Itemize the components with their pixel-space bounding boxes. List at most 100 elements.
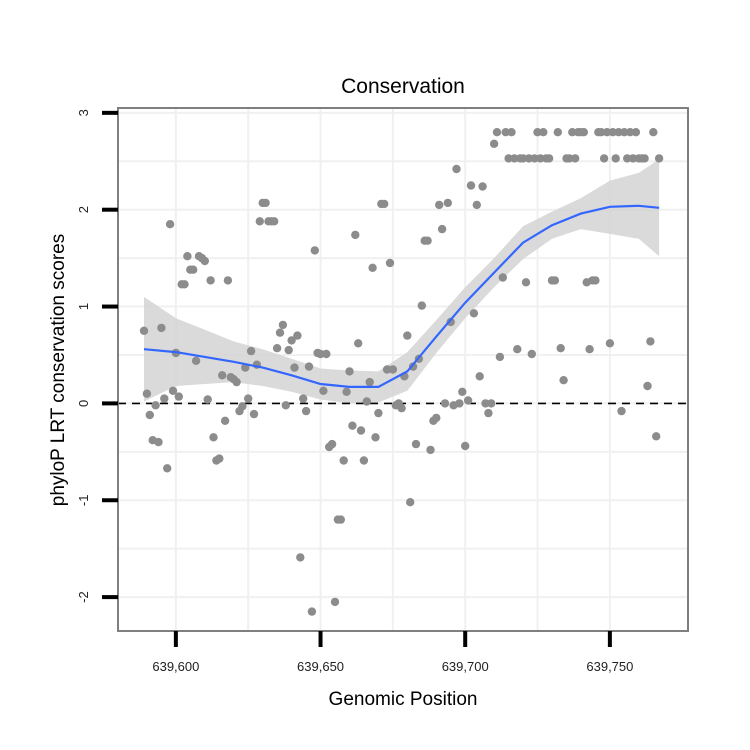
data-point [504, 154, 513, 163]
data-point [437, 224, 447, 234]
data-point [530, 154, 539, 163]
data-point [527, 349, 536, 359]
data-point [550, 276, 560, 285]
data-point [408, 362, 418, 371]
data-point [287, 336, 296, 345]
data-point [446, 317, 455, 327]
data-point [296, 553, 305, 562]
data-point [579, 128, 588, 137]
data-point [345, 367, 354, 376]
data-point [244, 394, 253, 403]
data-point [183, 252, 192, 261]
data-point [180, 280, 189, 289]
data-point [218, 371, 227, 380]
y-tick-label: 1 [76, 303, 91, 310]
data-point [652, 432, 661, 441]
data-point [475, 372, 484, 381]
data-point [255, 217, 264, 226]
data-point [160, 394, 169, 403]
data-point [336, 515, 345, 524]
confidence-band [144, 159, 660, 404]
y-tick-label: 0 [76, 400, 91, 407]
data-point [507, 128, 516, 137]
data-point [513, 345, 522, 354]
data-point [310, 246, 319, 255]
y-tick-label: 2 [76, 206, 91, 213]
data-point [380, 199, 389, 209]
data-point [623, 154, 632, 163]
data-point [301, 406, 311, 416]
y-tick-label: 3 [76, 109, 91, 116]
data-point [371, 433, 380, 442]
data-point [417, 301, 426, 310]
x-tick-label: 639,750 [586, 659, 633, 674]
data-point [432, 413, 441, 423]
data-point [238, 402, 247, 411]
data-point [443, 198, 452, 208]
data-point [458, 387, 467, 396]
data-point [206, 276, 215, 285]
data-point [356, 426, 366, 435]
data-point [411, 439, 421, 449]
data-point [249, 409, 259, 419]
data-point [553, 128, 562, 137]
data-point [339, 456, 348, 465]
data-point [501, 128, 510, 137]
data-point [510, 154, 519, 163]
data-point [611, 154, 620, 163]
data-point [452, 164, 461, 174]
data-point [455, 399, 464, 408]
data-point [602, 128, 612, 137]
data-point [406, 498, 415, 507]
data-point [139, 326, 149, 335]
panel-border [117, 107, 689, 632]
scatter-points [139, 128, 664, 616]
data-point [628, 154, 638, 163]
data-point [330, 597, 340, 607]
data-point [495, 352, 505, 362]
data-point [631, 128, 641, 137]
data-point [539, 128, 548, 137]
data-point [591, 276, 600, 285]
data-point [478, 182, 487, 191]
data-point [463, 396, 473, 405]
data-point [487, 399, 496, 408]
data-point [597, 128, 606, 137]
data-point [359, 456, 369, 465]
x-tick-label: 639,650 [297, 659, 344, 674]
data-point [290, 363, 299, 372]
data-point [362, 397, 371, 406]
data-point [374, 408, 383, 418]
data-point [281, 401, 290, 410]
data-point [275, 328, 285, 337]
data-point [605, 339, 615, 348]
data-point [556, 344, 565, 353]
smooth-line [143, 204, 660, 388]
data-point [284, 345, 293, 355]
data-point [382, 365, 392, 374]
data-point [223, 276, 233, 285]
data-point [154, 437, 163, 447]
data-point [299, 394, 308, 403]
data-point [654, 154, 664, 163]
data-point [246, 346, 256, 356]
data-point [322, 349, 331, 359]
y-tick-label: -2 [76, 591, 91, 603]
data-point [640, 154, 649, 163]
data-point [151, 401, 160, 410]
x-axis: 639,600 639,650 639,700 639,750 [152, 631, 633, 674]
data-point [174, 392, 183, 401]
data-point [620, 128, 629, 137]
data-point [397, 404, 406, 413]
data-point [316, 349, 325, 359]
data-point [203, 395, 212, 404]
data-point [472, 200, 481, 210]
chart-title: Conservation [341, 75, 465, 98]
data-point [327, 439, 337, 449]
smooth-line-group [143, 204, 660, 388]
data-point [571, 154, 580, 163]
data-point [293, 331, 302, 340]
data-point [232, 377, 241, 387]
data-point [209, 433, 218, 442]
